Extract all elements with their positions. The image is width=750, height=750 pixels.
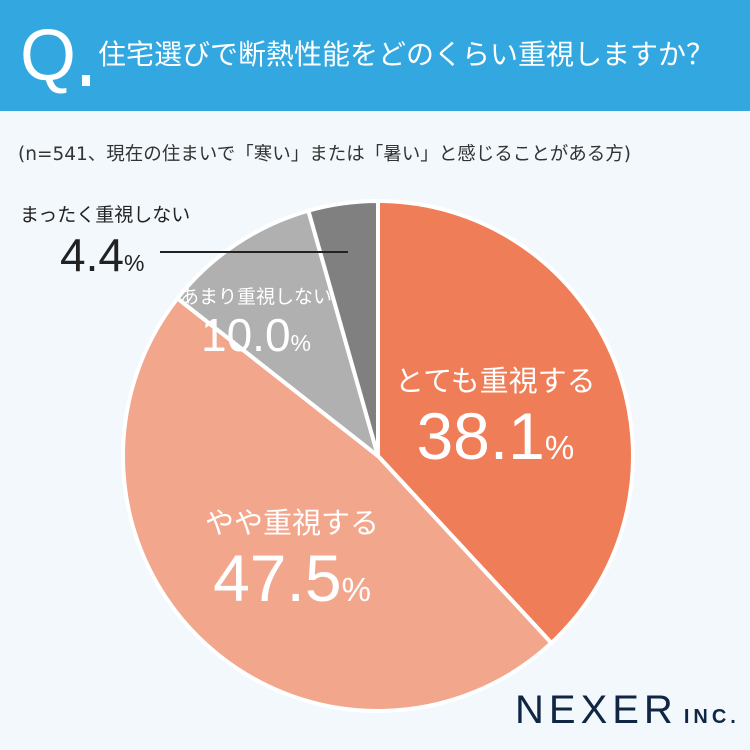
header-bar: Q 住宅選びで断熱性能をどのくらい重視しますか？ <box>0 0 750 111</box>
value-label: 10.0 <box>201 309 291 361</box>
q-dot <box>82 75 90 86</box>
value-label: 38.1 <box>416 399 545 473</box>
page-title: 住宅選びで断熱性能をどのくらい重視しますか？ <box>98 38 715 71</box>
sample-note: (n=541、現在の住まいで「寒い」または「暑い」と感じることがある方) <box>18 144 631 165</box>
nexer-logo: NEXER INC. <box>515 688 740 733</box>
label-not-much: あまり重視しない 10.0% <box>180 282 332 369</box>
label-somewhat: やや重視する 47.5% <box>205 500 379 626</box>
category-label: あまり重視しない <box>180 286 333 308</box>
category-label: まったく重視しない <box>20 204 191 226</box>
logo-suffix: INC. <box>683 706 740 728</box>
pie-slice <box>376 199 635 645</box>
logo-name: NEXER <box>515 688 678 732</box>
label-not-at-all: まったく重視しない 4.4% <box>20 200 190 291</box>
percent-sign: % <box>341 571 371 608</box>
percent-sign: % <box>290 330 311 356</box>
pie-slice <box>121 296 554 713</box>
percent-sign: % <box>544 429 575 466</box>
label-very: とても重視する 38.1% <box>395 358 596 484</box>
pie-slice <box>175 208 380 458</box>
value-label: 4.4 <box>60 229 124 281</box>
q-mark: Q <box>20 16 77 96</box>
category-label: とても重視する <box>395 364 596 398</box>
percent-sign: % <box>123 250 145 276</box>
pie-slice <box>306 199 380 458</box>
value-label: 47.5 <box>213 541 342 615</box>
category-label: やや重視する <box>205 506 380 540</box>
